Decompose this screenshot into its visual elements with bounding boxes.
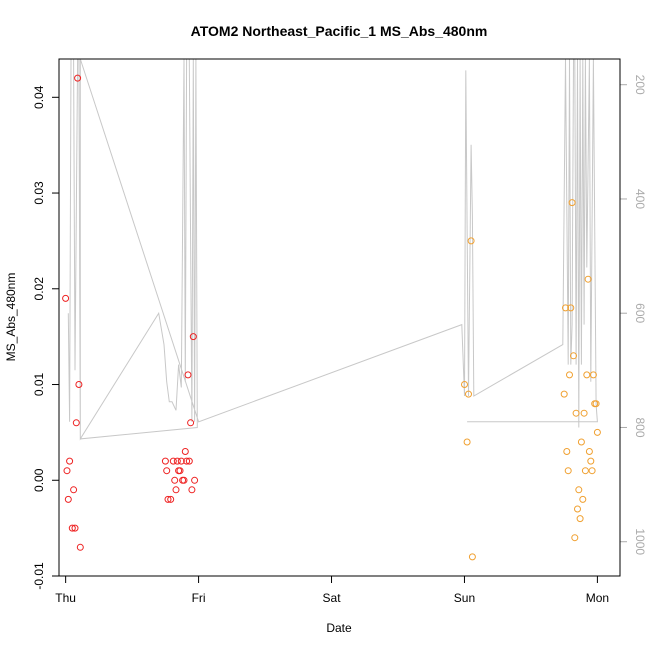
- data-point-s2-20: [579, 495, 587, 503]
- x-tick-label-fri: Fri: [192, 591, 206, 605]
- y-tick-label-0: -0.01: [32, 562, 46, 590]
- y2-tick-label-1: 400: [633, 189, 647, 209]
- y2-tick-label-2: 600: [633, 303, 647, 323]
- data-point-s1-28: [185, 457, 193, 465]
- data-points-layer: [62, 74, 601, 561]
- data-point-s1-26: [183, 457, 191, 465]
- data-point-s1-30: [188, 486, 196, 494]
- data-point-s2-19: [577, 438, 585, 446]
- data-point-s1-1: [62, 294, 70, 302]
- depth-line-layer: [67, 58, 598, 441]
- y-tick-label-1: 0.00: [32, 468, 46, 492]
- y-tick-label-2: 0.01: [32, 372, 46, 396]
- data-point-s1-32: [191, 476, 199, 484]
- data-point-s2-6: [560, 390, 568, 398]
- data-point-s1-25: [181, 448, 189, 455]
- data-point-s1-7: [71, 524, 79, 532]
- data-point-s2-21: [580, 409, 588, 417]
- data-point-s1-11: [76, 543, 84, 551]
- data-point-s1-2: [63, 467, 71, 475]
- data-point-s2-2: [463, 438, 471, 446]
- data-point-s1-15: [167, 495, 175, 503]
- data-point-s1-4: [66, 457, 74, 465]
- data-point-s2-26: [587, 457, 595, 465]
- data-point-s1-29: [187, 419, 195, 427]
- data-point-s2-5: [468, 553, 476, 561]
- data-point-s1-19: [173, 457, 181, 465]
- data-point-s2-7: [562, 304, 569, 312]
- data-point-s2-4: [467, 237, 475, 245]
- data-point-s2-23: [583, 371, 591, 379]
- y-tick-label-5: 0.04: [32, 85, 46, 109]
- data-point-s1-3: [64, 495, 72, 503]
- data-point-s2-22: [581, 467, 589, 475]
- y2-tick-label-0: 200: [633, 75, 647, 95]
- data-point-s1-27: [184, 371, 192, 379]
- data-point-s2-3: [465, 390, 472, 398]
- data-point-s1-10: [75, 381, 83, 388]
- y-tick-label-4: 0.03: [32, 181, 46, 205]
- depth-line: [67, 58, 598, 441]
- data-point-s1-24: [180, 476, 188, 484]
- data-point-s1-16: [169, 457, 177, 465]
- data-point-s2-15: [572, 409, 580, 417]
- axes-layer: Thu Fri Sat Sun Mon -0.01 0.00 0.01 0.02 0.03 0.04…: [32, 75, 647, 605]
- y2-tick-label-4: 1000: [633, 528, 647, 555]
- data-point-s2-28: [589, 371, 597, 379]
- x-axis-label: Date: [326, 621, 352, 635]
- data-point-s2-25: [585, 448, 593, 455]
- data-point-s1-6: [70, 486, 78, 494]
- data-point-s1-17: [171, 476, 179, 484]
- data-point-s2-31: [593, 428, 601, 436]
- data-point-s1-8: [72, 419, 80, 427]
- y-axis-label: MS_Abs_480nm: [4, 273, 18, 362]
- data-point-s2-13: [570, 352, 577, 360]
- data-point-s1-9: [74, 74, 82, 82]
- data-point-s2-8: [563, 448, 571, 455]
- data-point-s1-5: [68, 524, 76, 532]
- x-tick-label-mon: Mon: [586, 591, 609, 605]
- data-point-s2-11: [567, 304, 575, 312]
- data-point-s2-14: [571, 534, 579, 542]
- data-point-s2-16: [574, 505, 581, 513]
- data-point-s1-13: [163, 467, 171, 475]
- y2-tick-label-3: 800: [633, 417, 647, 437]
- data-point-s1-31: [189, 333, 197, 341]
- data-point-s2-18: [576, 515, 584, 523]
- plot-frame: [58, 58, 621, 577]
- x-tick-label-sun: Sun: [454, 591, 475, 605]
- data-point-s2-17: [575, 486, 583, 494]
- data-point-s2-12: [568, 199, 576, 207]
- data-point-s2-27: [588, 467, 596, 475]
- x-tick-label-sat: Sat: [323, 591, 342, 605]
- data-point-s2-30: [592, 400, 600, 408]
- data-point-s1-22: [177, 457, 185, 465]
- x-tick-label-thu: Thu: [55, 591, 76, 605]
- data-point-s1-18: [172, 486, 180, 494]
- data-point-s2-9: [564, 467, 572, 475]
- chart-title: ATOM2 Northeast_Pacific_1 MS_Abs_480nm: [191, 23, 488, 39]
- data-point-s2-24: [584, 275, 592, 283]
- data-point-s1-14: [164, 495, 172, 503]
- y-tick-label-3: 0.02: [32, 277, 46, 301]
- data-point-s1-12: [161, 457, 169, 465]
- data-point-s1-21: [176, 467, 184, 475]
- data-point-s2-1: [461, 381, 468, 388]
- data-point-s2-10: [566, 371, 573, 379]
